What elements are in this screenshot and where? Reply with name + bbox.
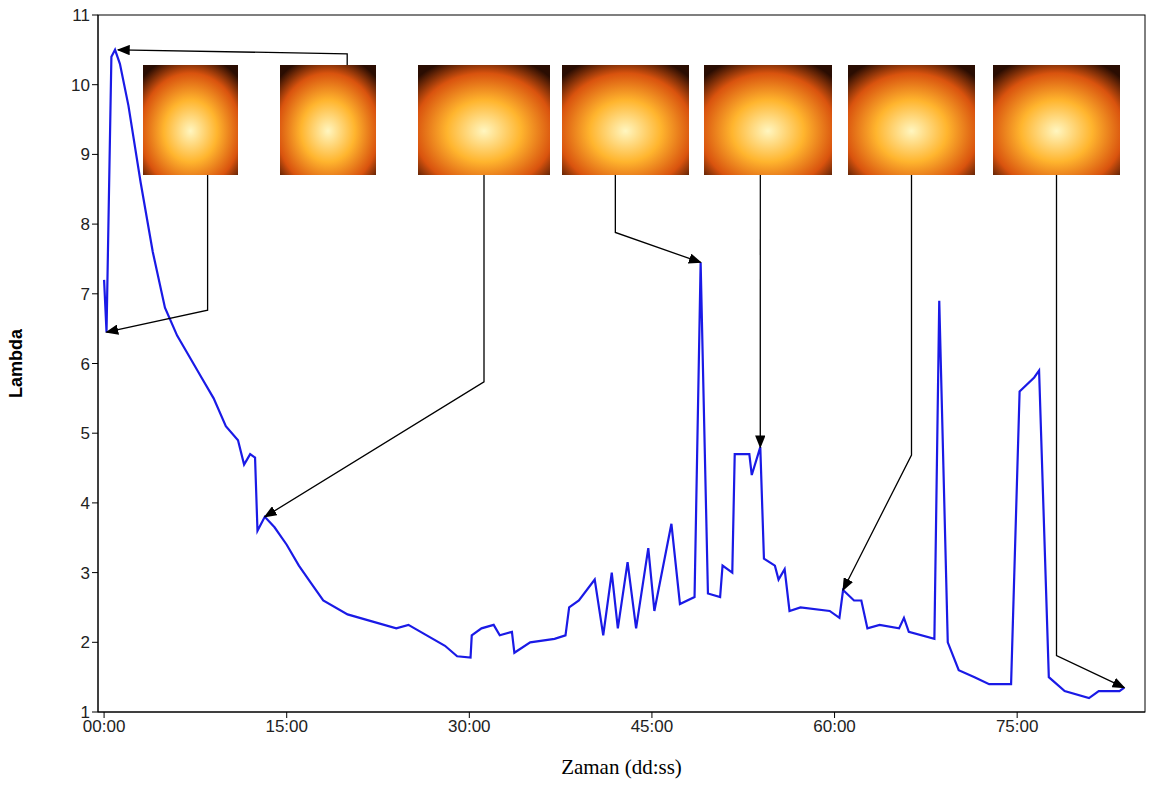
svg-text:1: 1: [81, 703, 90, 722]
svg-text:3: 3: [81, 564, 90, 583]
svg-text:5: 5: [81, 424, 90, 443]
svg-text:00:00: 00:00: [82, 717, 126, 737]
svg-text:7: 7: [81, 285, 90, 304]
svg-text:15:00: 15:00: [265, 717, 308, 736]
svg-text:75:00: 75:00: [996, 717, 1039, 736]
svg-text:11: 11: [72, 6, 90, 25]
svg-text:Lambda: Lambda: [6, 328, 26, 398]
svg-text:30:00: 30:00: [448, 717, 491, 736]
svg-text:10: 10: [71, 76, 90, 95]
svg-text:9: 9: [81, 145, 90, 164]
svg-text:8: 8: [81, 215, 90, 234]
svg-text:6: 6: [81, 355, 90, 374]
svg-text:60:00: 60:00: [813, 717, 856, 736]
svg-text:4: 4: [81, 494, 90, 513]
svg-text:Zaman (dd:ss): Zaman (dd:ss): [561, 755, 682, 779]
svg-text:45:00: 45:00: [631, 717, 674, 736]
svg-text:2: 2: [81, 633, 90, 652]
